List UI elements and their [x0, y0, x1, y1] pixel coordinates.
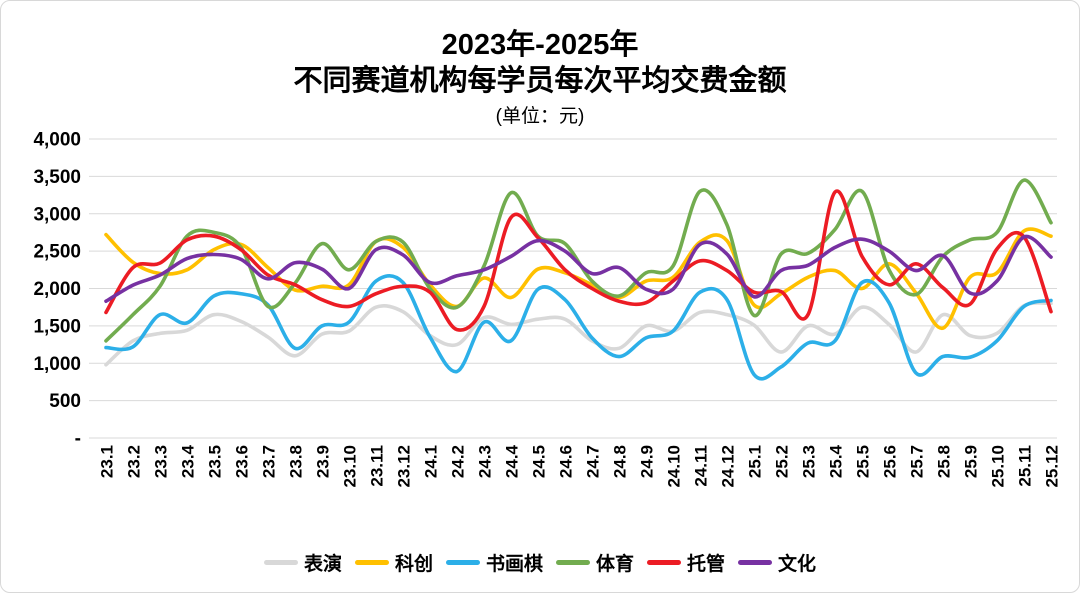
- y-axis-label: 4,000: [33, 130, 81, 151]
- x-axis-label: 25.12: [1043, 445, 1062, 488]
- chart-legend: 表演 科创 书画棋 体育 托管 文化: [1, 549, 1079, 576]
- x-axis-label: 23.11: [368, 445, 387, 487]
- legend-line-swatch: [445, 560, 480, 565]
- x-axis-label: 23.4: [179, 444, 198, 478]
- legend-label: 书画棋: [485, 554, 543, 575]
- x-axis-label: 25.10: [989, 445, 1008, 488]
- x-axis-label: 24.4: [503, 444, 522, 478]
- legend-line-swatch: [556, 560, 590, 565]
- y-axis-label: 500: [49, 391, 81, 412]
- legend-item-托管: 托管: [647, 549, 725, 576]
- legend-line-swatch: [263, 560, 298, 565]
- legend-label: 体育: [596, 554, 635, 575]
- x-axis-label: 23.8: [287, 445, 306, 478]
- x-axis-label: 25.5: [854, 445, 873, 478]
- legend-item-文化: 文化: [738, 549, 816, 576]
- x-axis-label: 25.9: [962, 445, 981, 478]
- legend-label: 文化: [778, 554, 817, 575]
- y-axis-label: 3,000: [33, 204, 81, 225]
- legend-line-swatch: [354, 560, 389, 565]
- x-axis-label: 24.8: [611, 445, 630, 478]
- x-axis-label: 24.1: [422, 445, 441, 478]
- y-axis-label: 2,000: [33, 279, 81, 300]
- x-axis-label: 23.3: [152, 445, 171, 478]
- y-axis-label: -: [75, 429, 81, 450]
- x-axis-label: 23.6: [233, 445, 252, 478]
- y-axis-label: 3,500: [33, 167, 81, 188]
- x-axis-label: 25.8: [935, 445, 954, 478]
- x-axis-label: 23.10: [341, 445, 360, 488]
- series-line-文化: [104, 234, 1053, 304]
- x-axis-label: 23.12: [395, 445, 414, 488]
- legend-item-科创: 科创: [354, 549, 433, 576]
- x-axis-label: 23.2: [125, 445, 144, 478]
- y-axis-label: 2,500: [33, 242, 81, 263]
- x-axis-label: 25.11: [1016, 445, 1035, 487]
- y-axis-label: 1,000: [33, 354, 81, 375]
- x-axis-label: 24.3: [476, 445, 495, 478]
- legend-line-swatch: [738, 560, 773, 565]
- chart-unit-label: (单位：元): [495, 106, 585, 127]
- legend-item-体育: 体育: [556, 549, 634, 576]
- x-axis-label: 25.6: [881, 445, 900, 478]
- x-axis-label: 24.2: [449, 445, 468, 478]
- x-axis-label: 25.4: [827, 444, 846, 478]
- y-axis-label: 1,500: [33, 316, 81, 337]
- x-axis-label: 25.7: [908, 445, 927, 478]
- x-axis-label: 24.6: [557, 445, 576, 478]
- x-axis-label: 24.7: [584, 445, 603, 478]
- x-axis-label: 24.10: [665, 445, 684, 488]
- legend-item-书画棋: 书画棋: [445, 549, 543, 576]
- chart-title-line1: 2023年-2025年: [441, 29, 639, 61]
- series-line-体育: [104, 178, 1053, 343]
- x-axis-label: 23.5: [206, 445, 225, 478]
- x-axis-label: 24.12: [719, 445, 738, 488]
- x-axis-label: 25.1: [746, 445, 765, 478]
- legend-label: 科创: [394, 554, 433, 575]
- x-axis-label: 24.11: [692, 445, 711, 487]
- legend-label: 托管: [687, 554, 726, 575]
- legend-item-表演: 表演: [263, 549, 342, 576]
- series-line-科创: [104, 227, 1053, 330]
- x-axis-label: 24.9: [638, 445, 657, 478]
- legend-line-swatch: [647, 560, 682, 565]
- x-axis-label: 24.5: [530, 445, 549, 478]
- x-axis-label: 25.2: [773, 445, 792, 478]
- x-axis-label: 25.3: [800, 445, 819, 478]
- chart-title-line2: 不同赛道机构每学员每次平均交费金额: [293, 65, 787, 97]
- x-axis-label: 23.7: [260, 445, 279, 478]
- x-axis-label: 23.9: [314, 445, 333, 478]
- series-line-托管: [104, 189, 1053, 332]
- legend-label: 表演: [303, 554, 342, 575]
- series-line-表演: [104, 301, 1053, 367]
- chart-title-block: 2023年-2025年 不同赛道机构每学员每次平均交费金额 (单位：元): [1, 27, 1079, 128]
- x-axis-label: 23.1: [98, 445, 117, 478]
